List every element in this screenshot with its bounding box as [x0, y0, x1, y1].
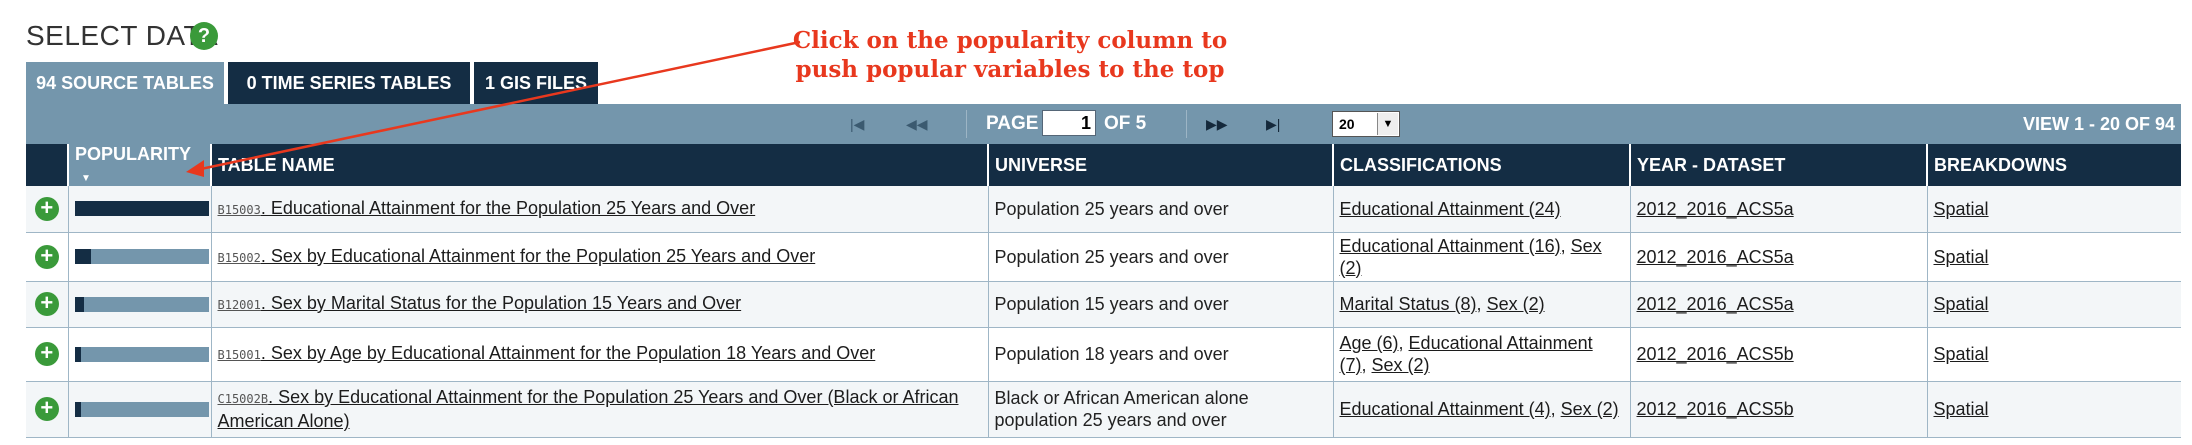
annotation-arrow-line [196, 42, 800, 170]
annotation-arrow-head [186, 160, 204, 177]
